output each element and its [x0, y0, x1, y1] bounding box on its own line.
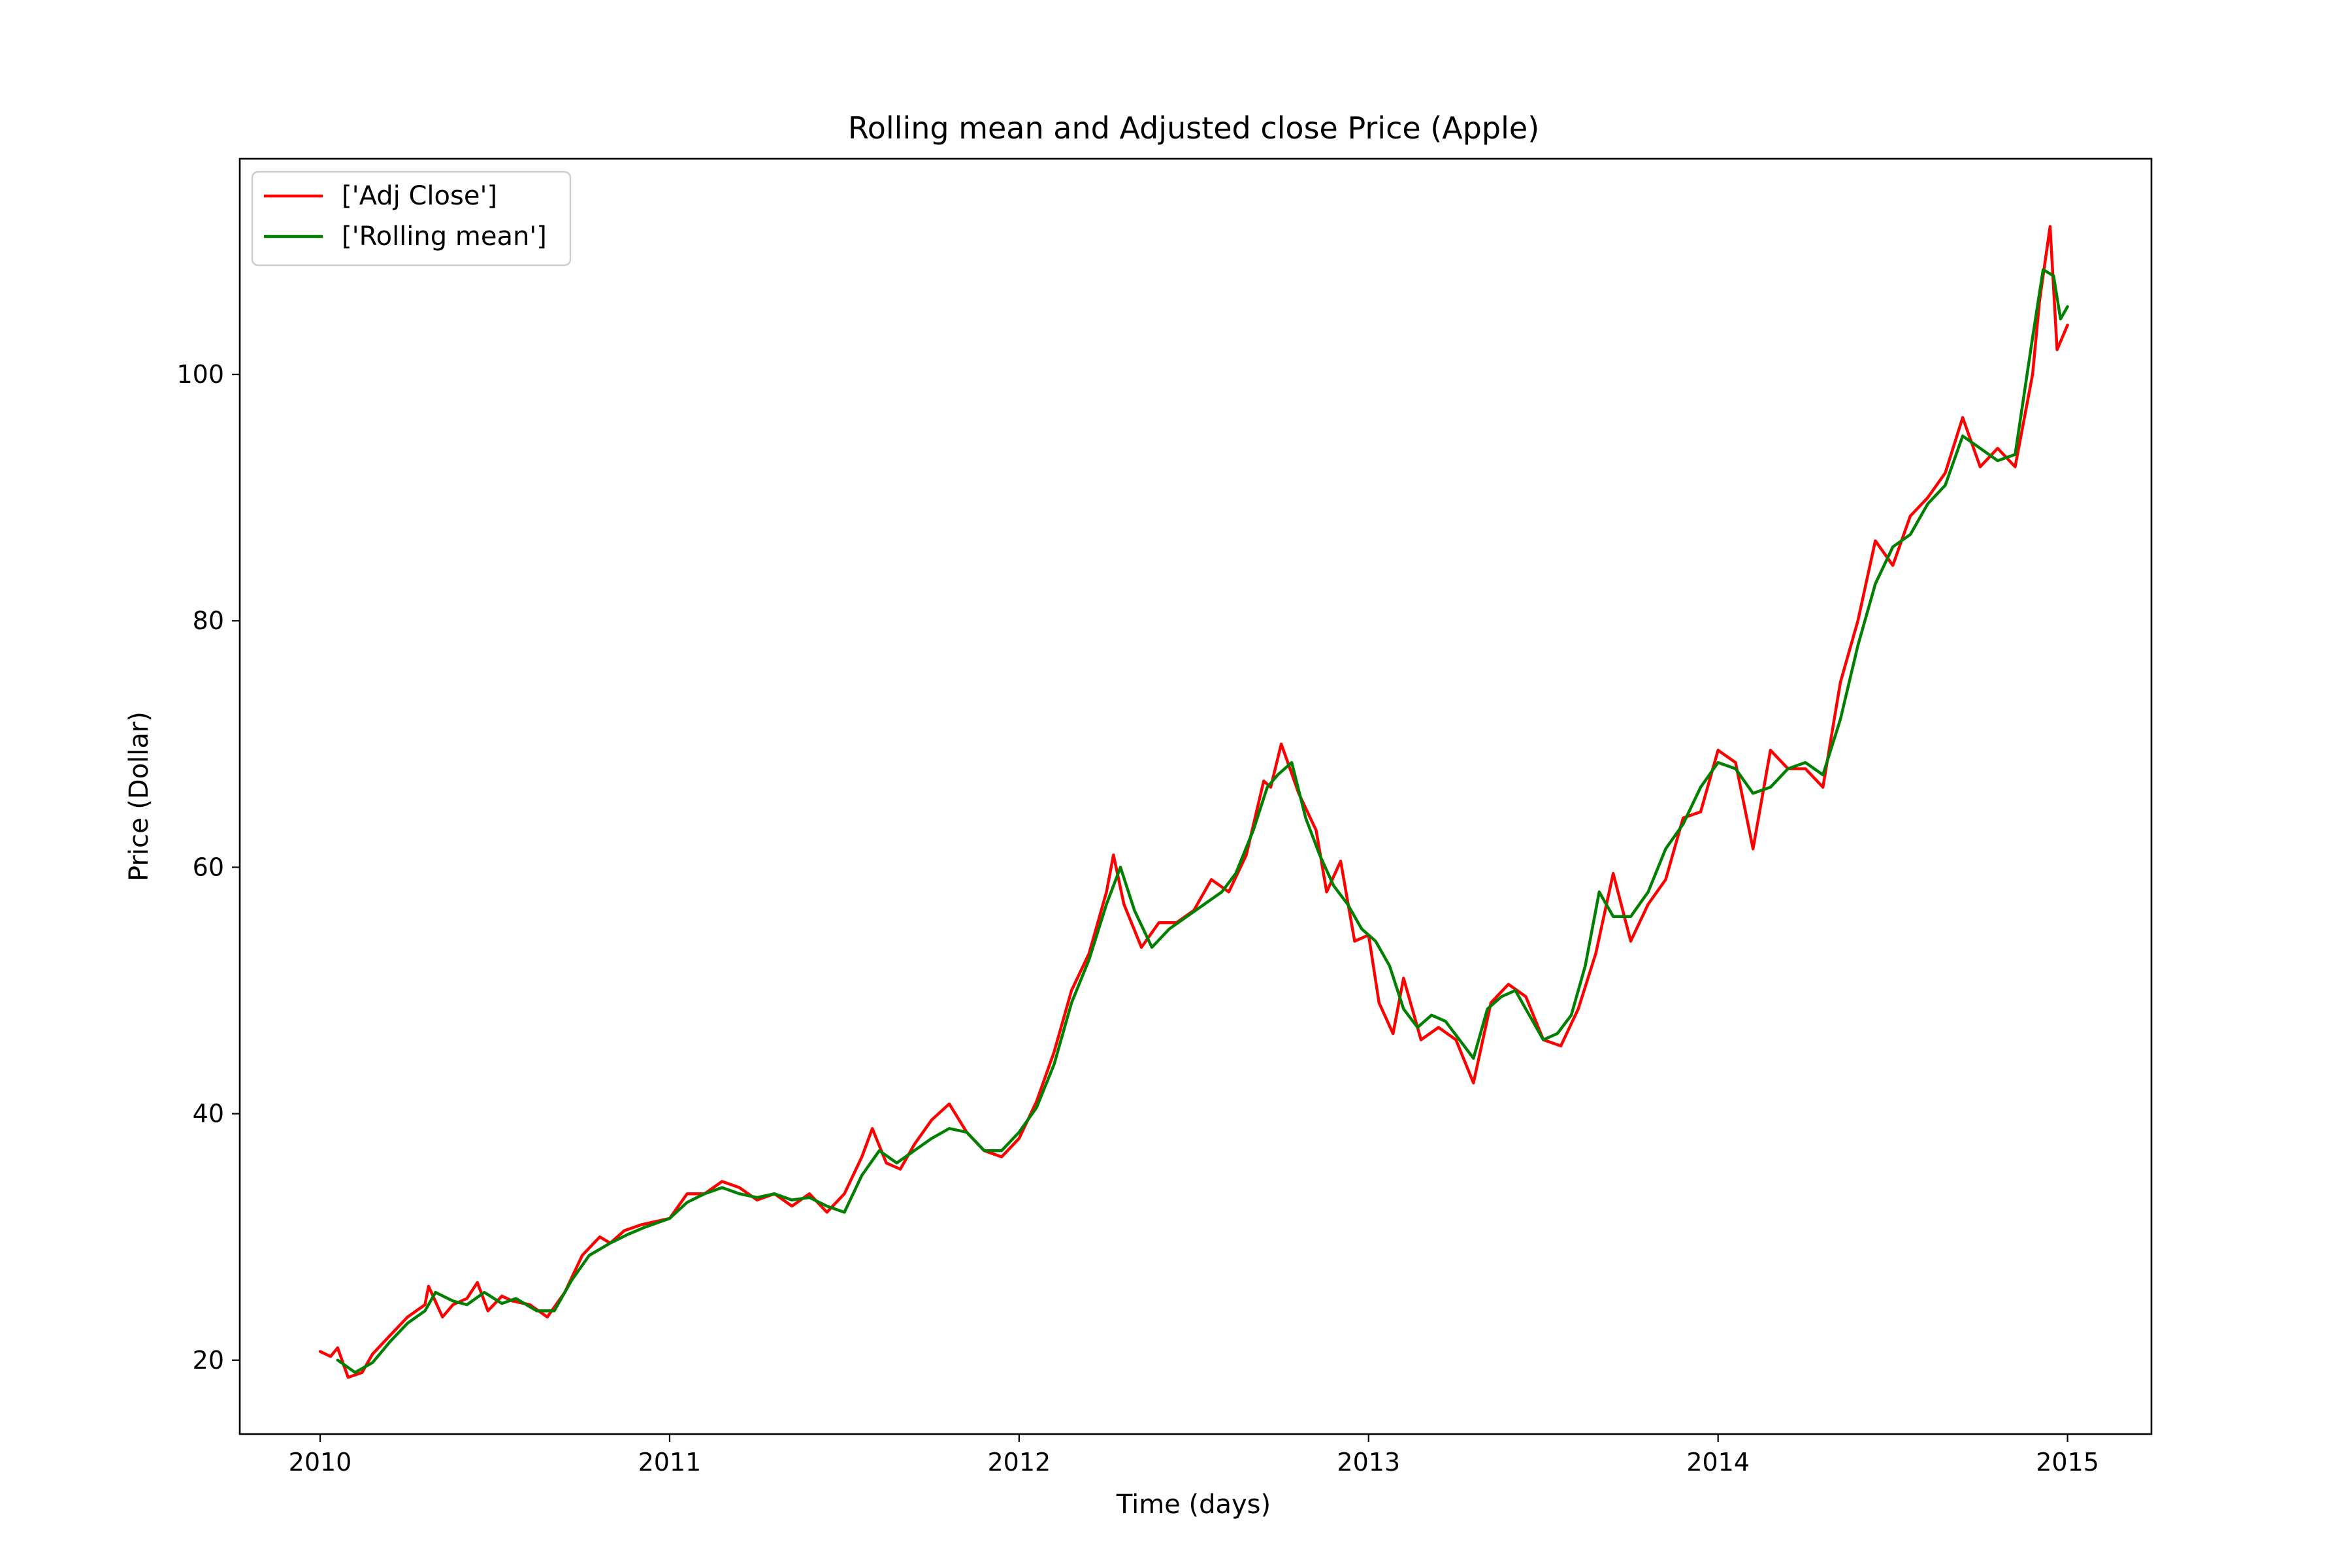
y-tick-label: 80 [193, 606, 224, 635]
x-tick-label: 2015 [2036, 1448, 2099, 1477]
y-tick-label: 100 [176, 360, 224, 389]
x-tick-label: 2010 [289, 1448, 352, 1477]
y-tick-label: 20 [193, 1346, 224, 1375]
y-tick-label: 40 [193, 1100, 224, 1128]
legend: ['Adj Close'] ['Rolling mean'] [251, 171, 572, 267]
y-tick-label: 60 [193, 853, 224, 881]
series-line-rolling-mean [336, 268, 2069, 1374]
legend-box [251, 171, 572, 267]
plot-frame [238, 157, 2153, 1435]
x-axis: 2010 2011 2012 2013 2014 2015 [289, 1434, 2099, 1477]
chart-title: Rolling mean and Adjusted close Price (A… [848, 110, 1539, 146]
x-tick-label: 2011 [638, 1448, 702, 1477]
x-axis-label: Time (days) [1116, 1490, 1271, 1520]
x-tick-label: 2013 [1337, 1448, 1400, 1477]
legend-label-rolling-mean: ['Rolling mean'] [342, 221, 547, 252]
legend-label-adj-close: ['Adj Close'] [342, 181, 497, 211]
x-tick-label: 2014 [1686, 1448, 1750, 1477]
x-tick-label: 2012 [988, 1448, 1051, 1477]
series-layer [318, 225, 2069, 1379]
y-axis-label: Price (Dollar) [124, 711, 154, 881]
y-axis: 20 40 60 80 100 [176, 360, 240, 1375]
